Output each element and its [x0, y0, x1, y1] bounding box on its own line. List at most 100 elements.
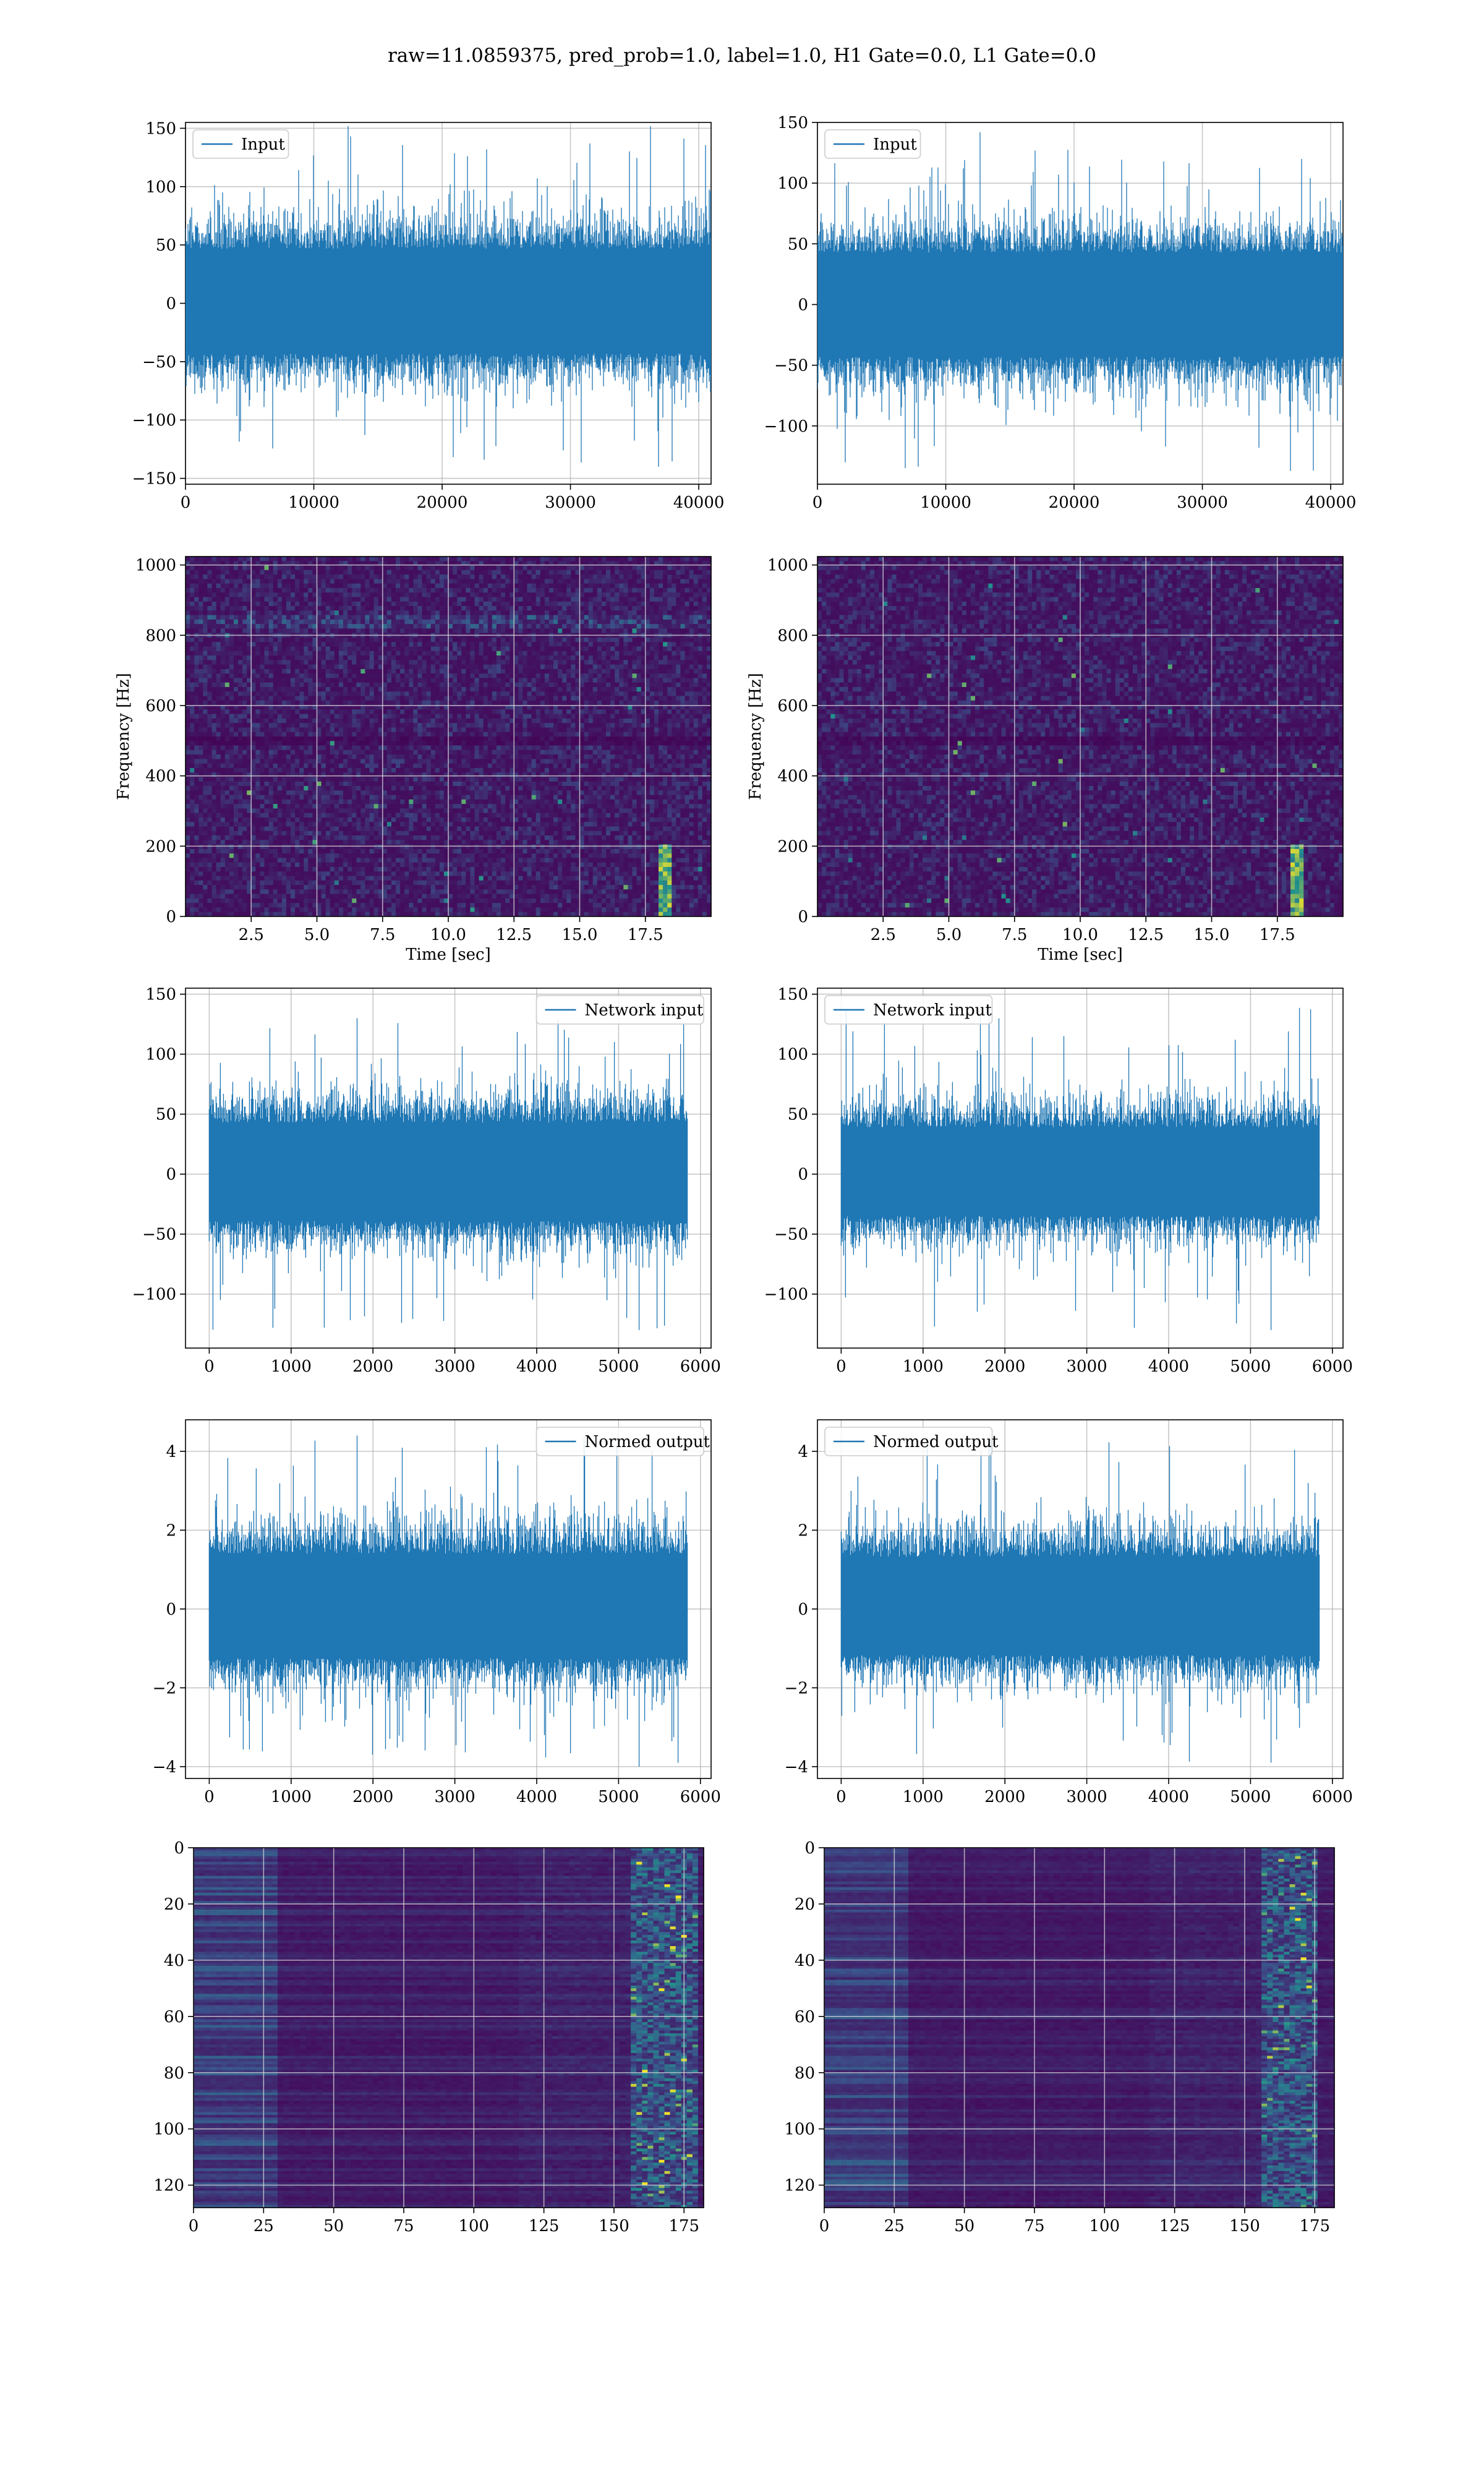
x-tick-label: 40000 — [1305, 493, 1357, 512]
y-tick-label: 0 — [798, 296, 808, 314]
y-tick-label: 0 — [166, 295, 176, 314]
y-tick-label: 800 — [777, 626, 808, 645]
y-tick-label: 0 — [174, 1839, 184, 1858]
y-tick-label: 40 — [164, 1952, 184, 1970]
legend-label: Network input — [873, 1001, 992, 1020]
x-axis-label: Time [sec] — [406, 946, 491, 964]
x-tick-label: 2.5 — [871, 926, 896, 944]
y-tick-label: 1000 — [135, 557, 176, 575]
x-tick-label: 15.0 — [1194, 926, 1230, 944]
y-tick-label: 150 — [145, 119, 176, 138]
x-tick-label: 25 — [884, 2217, 905, 2235]
y-tick-label: −50 — [774, 1226, 808, 1244]
y-axis-label: Frequency [Hz] — [114, 673, 133, 800]
y-tick-label: 80 — [795, 2064, 815, 2083]
y-tick-label: −100 — [132, 1286, 176, 1304]
x-tick-label: 0 — [836, 1357, 846, 1376]
y-tick-label: 100 — [777, 1046, 808, 1064]
y-tick-label: −100 — [132, 411, 176, 430]
y-tick-label: −2 — [153, 1679, 176, 1697]
x-tick-label: 7.5 — [370, 926, 395, 944]
y-tick-label: 60 — [164, 2008, 184, 2026]
y-tick-label: 0 — [798, 908, 808, 926]
y-tick-label: 50 — [788, 235, 808, 254]
series-line — [209, 1436, 687, 1767]
x-tick-label: 30000 — [1177, 493, 1228, 512]
x-tick-label: 2.5 — [239, 926, 264, 944]
series-core — [209, 1560, 687, 1654]
y-tick-label: −50 — [142, 1226, 176, 1244]
x-tick-label: 75 — [393, 2217, 414, 2235]
y-tick-label: 600 — [777, 697, 808, 715]
x-tick-label: 100 — [1089, 2217, 1120, 2235]
series-core — [841, 1562, 1319, 1650]
x-tick-label: 5000 — [598, 1357, 639, 1376]
y-tick-label: 50 — [156, 1106, 176, 1124]
x-tick-label: 15.0 — [562, 926, 598, 944]
y-axis-label: Frequency [Hz] — [746, 673, 765, 800]
y-tick-label: 100 — [145, 178, 176, 197]
x-tick-label: 1000 — [271, 1788, 312, 1806]
x-tick-label: 10.0 — [430, 926, 466, 944]
y-tick-label: 1000 — [767, 557, 808, 575]
y-tick-label: 200 — [145, 837, 176, 856]
x-tick-label: 0 — [836, 1788, 846, 1806]
y-tick-label: 100 — [153, 2120, 184, 2139]
x-tick-label: 5.0 — [936, 926, 962, 944]
x-tick-label: 0 — [812, 493, 823, 512]
y-tick-label: 100 — [784, 2120, 815, 2139]
y-tick-label: 0 — [798, 1166, 808, 1184]
x-tick-label: 50 — [323, 2217, 344, 2235]
y-tick-label: 400 — [145, 767, 176, 786]
x-tick-label: 175 — [1299, 2217, 1330, 2235]
x-tick-label: 40000 — [673, 493, 725, 512]
x-tick-label: 30000 — [545, 493, 596, 512]
y-tick-label: 2 — [798, 1521, 808, 1540]
figure-title: raw=11.0859375, pred_prob=1.0, label=1.0… — [388, 45, 1096, 67]
y-tick-label: −100 — [764, 1286, 808, 1304]
x-tick-label: 1000 — [903, 1357, 944, 1376]
series-line — [209, 1018, 687, 1330]
y-tick-label: 100 — [145, 1046, 176, 1064]
y-tick-label: −150 — [132, 470, 176, 489]
x-tick-label: 17.5 — [628, 926, 663, 944]
y-tick-label: 0 — [804, 1839, 815, 1858]
x-tick-label: 3000 — [435, 1357, 475, 1376]
y-tick-label: 4 — [798, 1443, 808, 1461]
y-tick-label: 100 — [777, 174, 808, 193]
figure-canvas: raw=11.0859375, pred_prob=1.0, label=1.0… — [0, 0, 1484, 2474]
y-tick-label: −50 — [142, 353, 176, 372]
x-tick-label: 4000 — [516, 1788, 557, 1806]
x-tick-label: 50 — [954, 2217, 974, 2235]
legend-label: Input — [241, 135, 285, 154]
y-tick-label: 600 — [145, 697, 176, 715]
x-tick-label: 5.0 — [304, 926, 330, 944]
x-axis-label: Time [sec] — [1038, 946, 1123, 964]
y-tick-label: 120 — [153, 2177, 184, 2195]
x-tick-label: 6000 — [680, 1357, 721, 1376]
x-tick-label: 2000 — [352, 1788, 393, 1806]
heatmap-cells — [194, 1848, 704, 2208]
legend-label: Network input — [585, 1001, 704, 1020]
series-line — [186, 126, 711, 467]
y-tick-label: −4 — [785, 1758, 808, 1777]
x-tick-label: 2000 — [352, 1357, 393, 1376]
x-tick-label: 4000 — [516, 1357, 557, 1376]
x-tick-label: 3000 — [435, 1788, 475, 1806]
x-tick-label: 2000 — [984, 1788, 1025, 1806]
x-tick-label: 100 — [458, 2217, 489, 2235]
y-tick-label: 0 — [166, 1600, 176, 1619]
x-tick-label: 0 — [181, 493, 191, 512]
legend-label: Input — [873, 135, 917, 154]
y-tick-label: 150 — [777, 986, 808, 1004]
x-tick-label: 1000 — [903, 1788, 944, 1806]
y-tick-label: −2 — [785, 1679, 808, 1697]
